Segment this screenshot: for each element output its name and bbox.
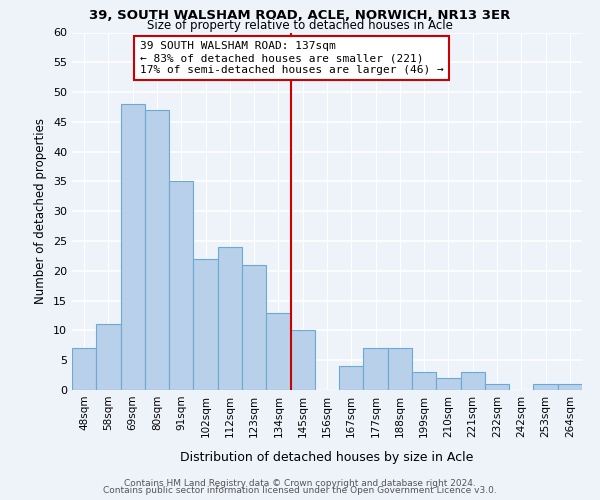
Y-axis label: Number of detached properties: Number of detached properties (34, 118, 47, 304)
Bar (72, 348, 96, 390)
X-axis label: Distribution of detached houses by size in Acle: Distribution of detached houses by size … (181, 451, 473, 464)
Bar (485, 384, 509, 390)
Text: Contains HM Land Registry data © Crown copyright and database right 2024.: Contains HM Land Registry data © Crown c… (124, 478, 476, 488)
Bar (364, 348, 388, 390)
Bar (145, 110, 169, 390)
Text: 39 SOUTH WALSHAM ROAD: 137sqm
← 83% of detached houses are smaller (221)
17% of : 39 SOUTH WALSHAM ROAD: 137sqm ← 83% of d… (140, 42, 444, 74)
Bar (242, 265, 266, 390)
Text: Size of property relative to detached houses in Acle: Size of property relative to detached ho… (147, 19, 453, 32)
Bar (169, 182, 193, 390)
Bar (436, 378, 461, 390)
Text: Contains public sector information licensed under the Open Government Licence v3: Contains public sector information licen… (103, 486, 497, 495)
Bar (461, 372, 485, 390)
Bar (218, 247, 242, 390)
Bar (121, 104, 145, 390)
Bar (266, 312, 290, 390)
Bar (388, 348, 412, 390)
Text: 39, SOUTH WALSHAM ROAD, ACLE, NORWICH, NR13 3ER: 39, SOUTH WALSHAM ROAD, ACLE, NORWICH, N… (89, 9, 511, 22)
Bar (412, 372, 436, 390)
Bar (533, 384, 558, 390)
Bar (96, 324, 121, 390)
Bar (339, 366, 364, 390)
Bar (558, 384, 582, 390)
Bar (290, 330, 315, 390)
Bar (193, 259, 218, 390)
